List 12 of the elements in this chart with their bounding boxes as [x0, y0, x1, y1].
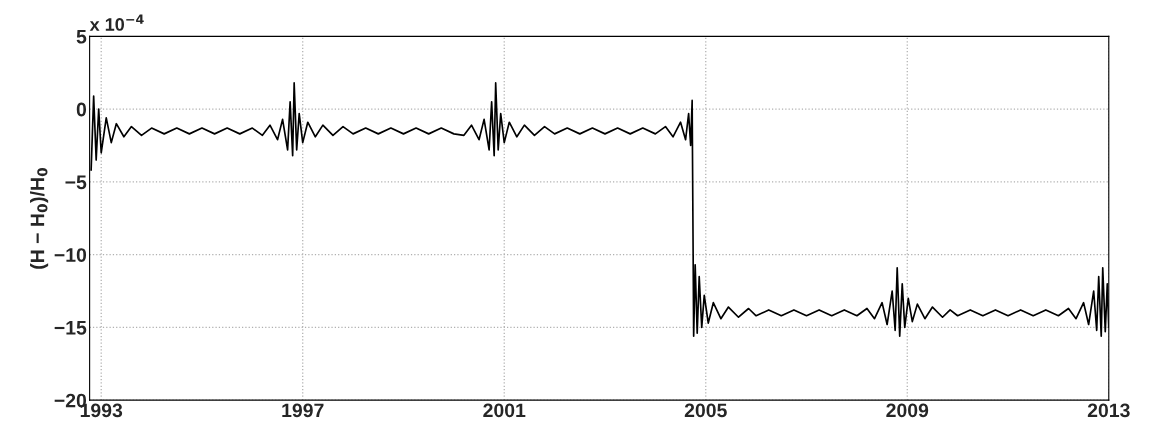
x-tick-label: 2005	[684, 403, 727, 418]
x-tick-label: 2009	[886, 403, 929, 418]
y-axis-title: (H − H$_{0}$)/H$_{0}$	[30, 167, 49, 269]
text: x 10$^{−4}$	[89, 14, 144, 31]
x-tick-label: 2001	[483, 403, 526, 418]
y-tick-label: −10	[54, 248, 87, 262]
x-tick-label: 2013	[1087, 403, 1130, 418]
y-tick-label: 5	[76, 30, 87, 44]
y-tick-label: −5	[65, 175, 87, 190]
x-tick-label: 1997	[282, 403, 324, 418]
y-tick-label: −15	[54, 321, 87, 335]
y-tick-label: 0	[76, 102, 87, 117]
